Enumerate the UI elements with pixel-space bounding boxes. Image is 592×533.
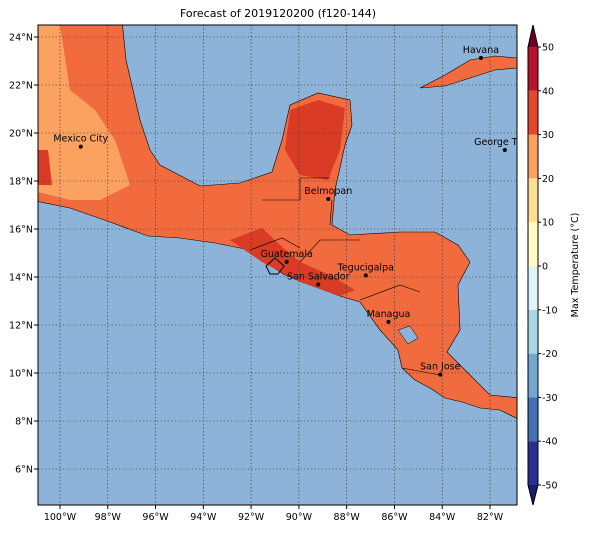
y-tick-label: 12°N — [9, 321, 33, 332]
colorbar-tick-label: -40 — [542, 437, 558, 448]
colorbar-tick-label: -30 — [542, 393, 558, 404]
city-label: Havana — [463, 45, 499, 56]
city-dot — [438, 372, 443, 377]
colorbar-tick-label: 0 — [542, 262, 548, 273]
y-tick-label: 22°N — [9, 81, 33, 92]
colorbar-segment — [528, 397, 538, 442]
colorbar-segment — [528, 309, 538, 354]
city-dot — [386, 319, 391, 324]
y-tick-label: 6°N — [15, 465, 33, 476]
y-tick-label: 8°N — [15, 417, 33, 428]
city-label: Tegucigalpa — [337, 262, 394, 273]
city-dot — [502, 148, 507, 153]
city-dot — [78, 144, 83, 149]
colorbar-tick-label: 20 — [542, 174, 554, 185]
title: Forecast of 2019120200 (f120-144) — [180, 7, 376, 20]
y-tick-label: 10°N — [9, 369, 33, 380]
highland — [38, 25, 130, 200]
colorbar-segment — [528, 178, 538, 223]
city-label: Belmopan — [304, 186, 352, 197]
x-tick-label: 84°W — [429, 512, 456, 523]
city-label: San Jose — [420, 362, 460, 373]
land — [38, 25, 517, 419]
colorbar-segment — [528, 441, 538, 485]
y-tick-label: 16°N — [9, 225, 33, 236]
colorbar: -50 -40 -30 -20 -10 0 10 20 30 40 50 — [527, 24, 558, 506]
y-tick-label: 24°N — [9, 33, 33, 44]
x-tick-label: 86°W — [381, 512, 408, 523]
colorbar-tick-label: -10 — [542, 305, 558, 316]
x-tick-label: 100°W — [44, 512, 77, 523]
x-tick-label: 88°W — [334, 512, 361, 523]
colorbar-under — [528, 485, 538, 505]
colorbar-tick-label: 10 — [542, 218, 554, 229]
city-label: George Town — [474, 137, 535, 148]
city-label: Guatemala — [261, 249, 313, 260]
city-dot — [478, 55, 483, 60]
city-dot — [326, 197, 331, 201]
map-frame — [37, 24, 518, 506]
pacific-hot — [230, 228, 355, 296]
colorbar-tick-label: -50 — [542, 481, 558, 492]
borders — [249, 177, 441, 376]
yucatan-hot — [285, 100, 345, 180]
city-dot — [284, 259, 289, 264]
city-label: Managua — [367, 309, 411, 320]
colorbar-segment — [528, 353, 538, 398]
west-hot — [38, 150, 52, 185]
city-label: Mexico City — [53, 134, 108, 145]
colorbar-segment — [528, 222, 538, 266]
x-tick-label: 82°W — [477, 512, 504, 523]
x-tick-label: 96°W — [142, 512, 169, 523]
y-tick-label: 20°N — [9, 129, 33, 140]
city-label: San Salvador — [287, 271, 350, 282]
colorbar-segment — [528, 266, 538, 310]
colorbar-segment — [528, 47, 538, 91]
cuba — [419, 55, 517, 89]
x-tick-label: 92°W — [238, 512, 265, 523]
colorbar-tick-label: -20 — [542, 349, 558, 360]
y-tick-label: 18°N — [9, 177, 33, 188]
capital-star — [265, 257, 285, 275]
x-tick-label: 90°W — [286, 512, 313, 523]
colorbar-tick-label: 50 — [542, 43, 554, 54]
y-tick-label: 14°N — [9, 273, 33, 284]
colorbar-segment — [528, 134, 538, 179]
city-dot — [363, 273, 368, 278]
city-dot — [316, 282, 321, 287]
colorbar-segment — [528, 90, 538, 135]
x-tick-label: 94°W — [190, 512, 217, 523]
colorbar-label: Max Temperature (°C) — [570, 213, 581, 318]
x-tick-label: 98°W — [95, 512, 122, 523]
lake-nicaragua — [397, 325, 419, 345]
colorbar-tick-label: 30 — [542, 130, 554, 141]
cities: Mexico City Havana George Town Belmopan Guat… — [53, 45, 535, 377]
graticule — [38, 25, 517, 505]
colorbar-over — [528, 25, 538, 47]
colorbar-tick-label: 40 — [542, 86, 554, 97]
